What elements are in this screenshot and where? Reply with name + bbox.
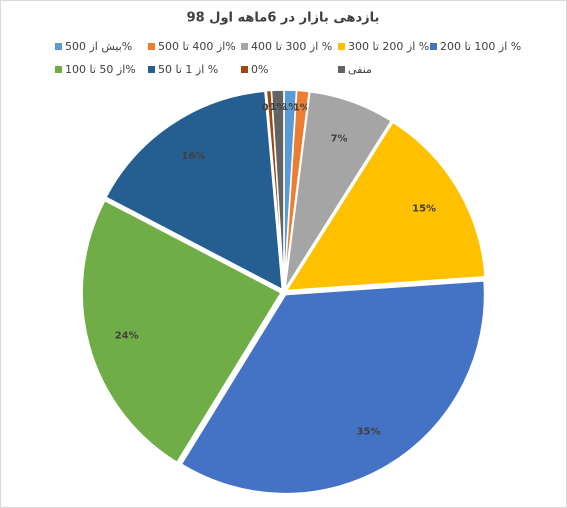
data-label: 35% — [357, 427, 381, 438]
legend-marker — [338, 43, 345, 50]
pie-slice — [285, 121, 486, 292]
legend-marker — [241, 43, 248, 50]
legend-marker — [241, 66, 248, 73]
legend-label: از 200 تا 300 % — [348, 40, 429, 53]
legend-label: از 50 تا 100% — [65, 63, 136, 76]
legend-label: از 300 تا 400 % — [251, 40, 332, 53]
legend-marker — [430, 43, 437, 50]
data-label: 1% — [270, 102, 287, 113]
legend-marker — [148, 66, 155, 73]
legend-label: از 1 تا 50 % — [158, 63, 218, 76]
data-label: 24% — [115, 330, 139, 341]
data-label: 1% — [281, 102, 298, 113]
legend-label: 0% — [251, 63, 268, 76]
pie-slice — [104, 90, 284, 291]
legend-marker — [148, 43, 155, 50]
data-label: 1% — [293, 103, 310, 114]
legend-marker — [338, 66, 345, 73]
legend-marker — [55, 43, 62, 50]
pie-slice — [180, 280, 486, 495]
legend-label: بیش از 500% — [65, 40, 132, 53]
data-label: 0% — [262, 102, 279, 113]
legend-marker — [55, 66, 62, 73]
legend-label: از 100 تا 200 % — [440, 40, 521, 53]
legend-label: از 400 تا 500% — [158, 40, 236, 53]
chart-title: بازدهی بازار در 6ماهه اول 98 — [187, 11, 380, 26]
data-label: 16% — [181, 151, 205, 162]
pie-slice — [284, 90, 393, 290]
pie-slice — [81, 199, 283, 464]
legend-label: منفی — [348, 63, 372, 76]
pie-slice — [270, 89, 285, 290]
data-label: 7% — [331, 133, 348, 144]
data-label: 15% — [412, 203, 436, 214]
